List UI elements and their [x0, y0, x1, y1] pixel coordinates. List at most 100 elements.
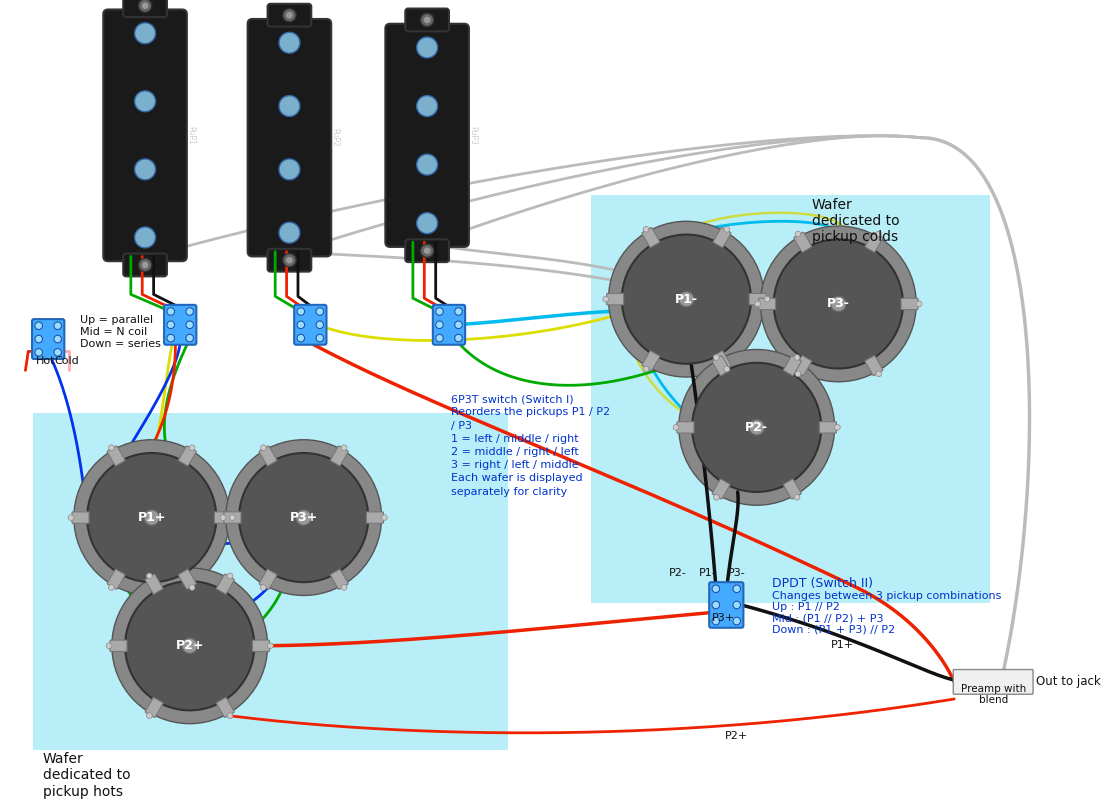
Circle shape [35, 322, 42, 330]
FancyBboxPatch shape [107, 446, 125, 466]
Circle shape [436, 321, 444, 329]
Text: Wafer
dedicated to
pickup colds: Wafer dedicated to pickup colds [812, 198, 899, 244]
FancyBboxPatch shape [145, 698, 163, 718]
Circle shape [146, 573, 153, 578]
Circle shape [417, 96, 438, 117]
FancyBboxPatch shape [164, 305, 197, 345]
FancyBboxPatch shape [641, 227, 659, 247]
FancyBboxPatch shape [215, 512, 231, 523]
FancyBboxPatch shape [794, 232, 812, 252]
FancyBboxPatch shape [783, 356, 801, 376]
Circle shape [283, 9, 296, 22]
Circle shape [749, 420, 764, 435]
FancyBboxPatch shape [865, 356, 883, 375]
Circle shape [35, 335, 42, 343]
Circle shape [316, 308, 324, 315]
Circle shape [286, 12, 293, 18]
FancyBboxPatch shape [783, 479, 801, 499]
Circle shape [733, 585, 741, 593]
FancyBboxPatch shape [223, 512, 241, 523]
Circle shape [455, 334, 462, 342]
FancyBboxPatch shape [405, 9, 449, 31]
Circle shape [283, 254, 296, 267]
FancyBboxPatch shape [217, 698, 234, 718]
Text: P1+: P1+ [831, 640, 854, 650]
Circle shape [220, 514, 226, 521]
Circle shape [733, 601, 741, 609]
Circle shape [144, 510, 159, 526]
Bar [592, 194, 990, 603]
Circle shape [226, 440, 382, 595]
Circle shape [298, 321, 304, 329]
FancyBboxPatch shape [331, 570, 348, 590]
FancyBboxPatch shape [432, 305, 466, 345]
FancyBboxPatch shape [641, 351, 659, 370]
Circle shape [724, 366, 730, 372]
Text: Cold: Cold [54, 356, 79, 366]
FancyBboxPatch shape [712, 479, 730, 499]
Circle shape [795, 231, 801, 237]
Circle shape [279, 222, 300, 243]
Circle shape [35, 349, 42, 356]
FancyBboxPatch shape [217, 574, 234, 594]
FancyBboxPatch shape [107, 570, 125, 590]
FancyBboxPatch shape [713, 227, 731, 247]
Text: Out to jack: Out to jack [1036, 675, 1100, 688]
Text: P2-: P2- [745, 421, 769, 434]
Circle shape [436, 334, 444, 342]
Circle shape [186, 321, 194, 329]
Circle shape [713, 354, 719, 360]
Circle shape [279, 159, 300, 180]
Bar [33, 413, 508, 750]
Circle shape [916, 301, 922, 306]
Circle shape [106, 643, 112, 649]
Circle shape [692, 362, 822, 492]
Circle shape [754, 301, 761, 306]
Text: P1-: P1- [699, 569, 717, 578]
FancyBboxPatch shape [252, 640, 270, 651]
FancyBboxPatch shape [259, 570, 276, 590]
FancyBboxPatch shape [749, 294, 766, 305]
Circle shape [87, 453, 217, 582]
Circle shape [382, 514, 387, 521]
Circle shape [341, 445, 347, 450]
Text: Up = parallel
Mid = N coil
Down = series: Up = parallel Mid = N coil Down = series [81, 315, 161, 349]
Circle shape [268, 643, 273, 649]
Text: PuP1: PuP1 [186, 126, 195, 145]
Circle shape [644, 226, 649, 232]
FancyBboxPatch shape [385, 24, 469, 247]
Circle shape [761, 226, 916, 382]
FancyBboxPatch shape [123, 254, 167, 276]
FancyBboxPatch shape [901, 298, 918, 310]
Circle shape [279, 32, 300, 53]
Text: Preamp with
blend: Preamp with blend [960, 684, 1025, 706]
FancyBboxPatch shape [366, 512, 384, 523]
Circle shape [189, 585, 195, 590]
Circle shape [733, 618, 741, 625]
Text: DPDT (Switch II): DPDT (Switch II) [772, 578, 873, 590]
FancyBboxPatch shape [953, 670, 1033, 694]
Text: Wafer
dedicated to
pickup hots: Wafer dedicated to pickup hots [42, 752, 131, 798]
Circle shape [135, 159, 156, 180]
FancyBboxPatch shape [109, 640, 127, 651]
Text: Up : P1 // P2: Up : P1 // P2 [772, 602, 839, 612]
Circle shape [125, 582, 254, 710]
Text: P3-: P3- [827, 298, 849, 310]
FancyBboxPatch shape [606, 294, 624, 305]
Circle shape [316, 334, 324, 342]
FancyBboxPatch shape [405, 239, 449, 262]
Circle shape [298, 308, 304, 315]
Circle shape [417, 213, 438, 234]
Circle shape [420, 14, 434, 26]
Circle shape [286, 257, 293, 263]
Circle shape [712, 618, 720, 625]
Circle shape [298, 334, 304, 342]
Circle shape [774, 239, 902, 369]
Circle shape [261, 445, 267, 450]
Text: P1+: P1+ [137, 511, 166, 524]
FancyBboxPatch shape [268, 249, 311, 272]
Circle shape [230, 514, 236, 521]
Circle shape [341, 585, 347, 590]
FancyBboxPatch shape [103, 10, 187, 261]
Circle shape [138, 258, 152, 272]
